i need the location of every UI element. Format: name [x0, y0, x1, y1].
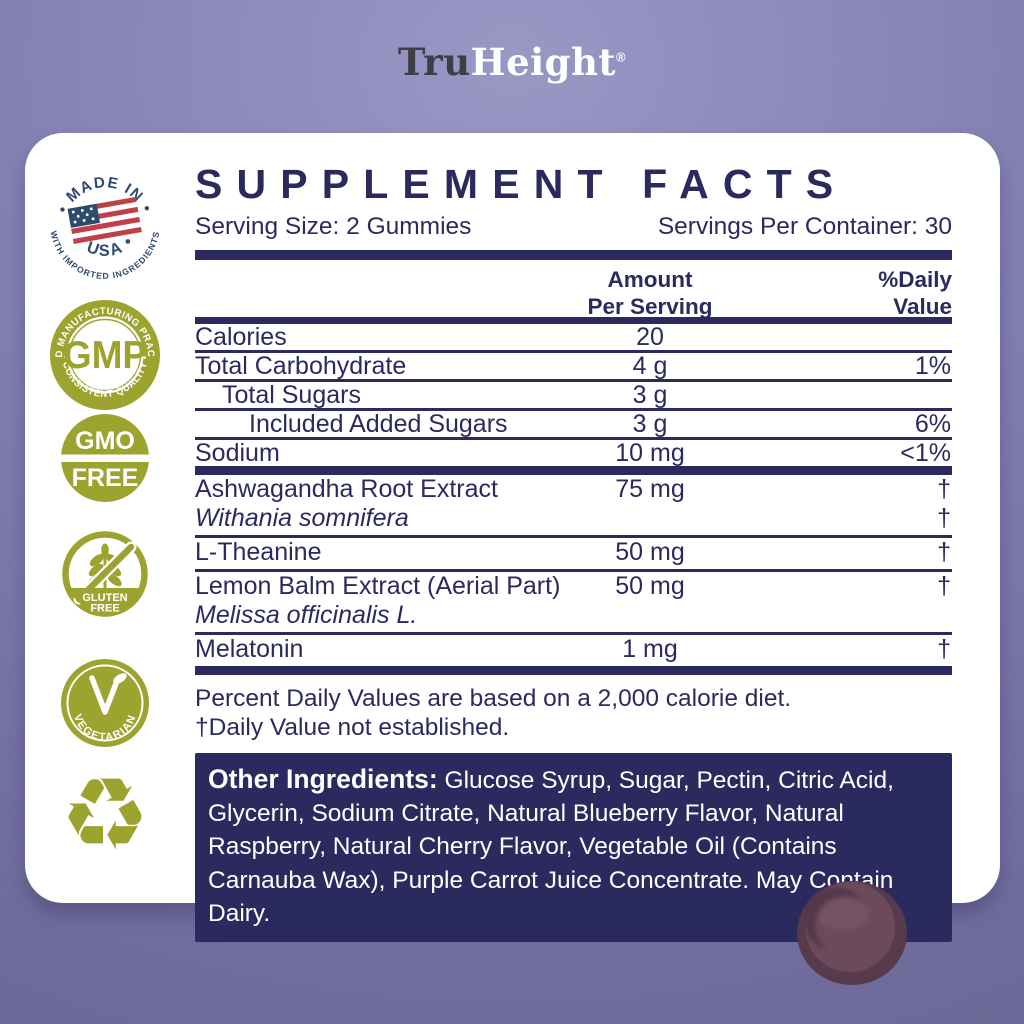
footnote: Percent Daily Values are based on a 2,00… [195, 684, 952, 743]
brand-logo-suffix: Height [470, 40, 617, 84]
active-amount: 1 mg [622, 635, 678, 664]
nutrient-name: Included Added Sugars [249, 410, 508, 439]
trademark-symbol: ® [616, 49, 627, 65]
active-sub-daily-value: † [937, 504, 951, 533]
gmp-center-text: GMP [63, 333, 147, 377]
active-name: Melatonin [195, 635, 304, 664]
active-name: Lemon Balm Extract (Aerial Part) [195, 572, 561, 601]
nutrient-row: Total Carbohydrate 4 g 1% [195, 352, 952, 383]
daily-value-column-header: %Daily Value [878, 267, 952, 320]
nutrient-daily-value: <1% [900, 439, 951, 468]
footnote-line2: †Daily Value not established. [195, 714, 510, 742]
made-in-usa-icon: • MADE IN • • USA • WITH IMPORTED INGRED… [48, 174, 160, 281]
gluten-free-line1: GLUTEN [82, 592, 127, 604]
active-daily-value: † [937, 475, 951, 504]
brand-logo: TruHeight® [0, 40, 1024, 84]
nutrient-amount: 10 mg [615, 439, 685, 468]
certification-badges: • MADE IN • • USA • WITH IMPORTED INGRED… [25, 133, 193, 903]
nutrient-name: Total Carbohydrate [195, 352, 407, 381]
other-ingredients-text: Glucose Syrup, Sugar, Pectin, Citric Aci… [208, 766, 894, 928]
gmo-free-line1: GMO [75, 427, 135, 455]
vegetarian-icon: VEGETARIAN [61, 659, 149, 747]
gmo-free-line2: FREE [72, 464, 139, 492]
active-daily-value: † [937, 538, 951, 567]
crescent-imprint [804, 887, 863, 950]
active-amount: 50 mg [615, 572, 685, 601]
divider-bar [195, 466, 952, 476]
nutrient-amount: 3 g [632, 381, 668, 410]
panel-title: SUPPLEMENT FACTS [195, 161, 848, 207]
divider-bar [195, 666, 952, 676]
nutrient-name: Sodium [195, 439, 280, 468]
serving-info-row: Serving Size: 2 Gummies Servings Per Con… [195, 213, 952, 241]
nutrient-amount: 4 g [632, 352, 668, 381]
gmp-icon: GOOD MANUFACTURING PRACTICE • CONSISTENT… [47, 297, 160, 410]
active-name: L-Theanine [195, 538, 322, 567]
recycle-icon: ♻ [60, 759, 150, 871]
nutrient-row: Total Sugars 3 g [195, 381, 952, 412]
brand-logo-prefix: Tru [397, 40, 471, 84]
active-amount: 50 mg [615, 538, 685, 567]
active-daily-value: † [937, 572, 951, 601]
nutrient-row: Sodium 10 mg <1% [195, 440, 952, 466]
serving-size: Serving Size: 2 Gummies [195, 213, 472, 241]
servings-per-container: Servings Per Container: 30 [657, 213, 952, 241]
nutrient-name: Total Sugars [222, 381, 361, 410]
footnote-line1: Percent Daily Values are based on a 2,00… [195, 685, 792, 713]
nutrient-amount: 20 [636, 323, 664, 352]
supplement-label-card: • MADE IN • • USA • WITH IMPORTED INGRED… [25, 133, 1000, 943]
active-amount: 75 mg [615, 475, 685, 504]
v-leaf-icon [89, 675, 120, 715]
nutrients-table: Calories 20 Total Carbohydrate 4 g 1% To… [195, 324, 952, 466]
gummy-image [797, 881, 907, 985]
nutrient-daily-value: 6% [914, 410, 951, 439]
column-headers: Amount Per Serving %Daily Value [195, 260, 952, 319]
active-botanical-name: Melissa officinalis L. [195, 601, 418, 630]
usa-flag-icon [67, 196, 142, 244]
gluten-free-icon: GLUTEN FREE [62, 531, 148, 617]
supplement-facts-panel: SUPPLEMENT FACTS Serving Size: 2 Gummies… [195, 161, 952, 943]
nutrient-row: Included Added Sugars 3 g 6% [195, 410, 952, 441]
active-name: Ashwagandha Root Extract [195, 475, 498, 504]
active-daily-value: † [937, 635, 951, 664]
amount-column-header: Amount Per Serving [587, 267, 713, 320]
other-ingredients-label: Other Ingredients: [208, 763, 438, 794]
active-ingredient-row: Melatonin 1 mg † [195, 635, 952, 666]
active-ingredients-table: Ashwagandha Root Extract 75 mg † Withani… [195, 475, 952, 666]
nutrient-daily-value: 1% [914, 352, 951, 381]
gmo-free-icon: GMO FREE [61, 414, 149, 502]
nutrient-row: Calories 20 [195, 323, 952, 354]
active-ingredient-row: L-Theanine 50 mg † [195, 538, 952, 573]
active-ingredient-row: Lemon Balm Extract (Aerial Part) 50 mg †… [195, 572, 952, 636]
gluten-free-line2: FREE [90, 603, 119, 615]
divider-bar [195, 317, 952, 325]
nutrient-name: Calories [195, 323, 287, 352]
divider-bar [195, 250, 952, 261]
active-ingredient-row: Ashwagandha Root Extract 75 mg † Withani… [195, 475, 952, 539]
nutrient-amount: 3 g [632, 410, 668, 439]
active-botanical-name: Withania somnifera [195, 504, 409, 533]
